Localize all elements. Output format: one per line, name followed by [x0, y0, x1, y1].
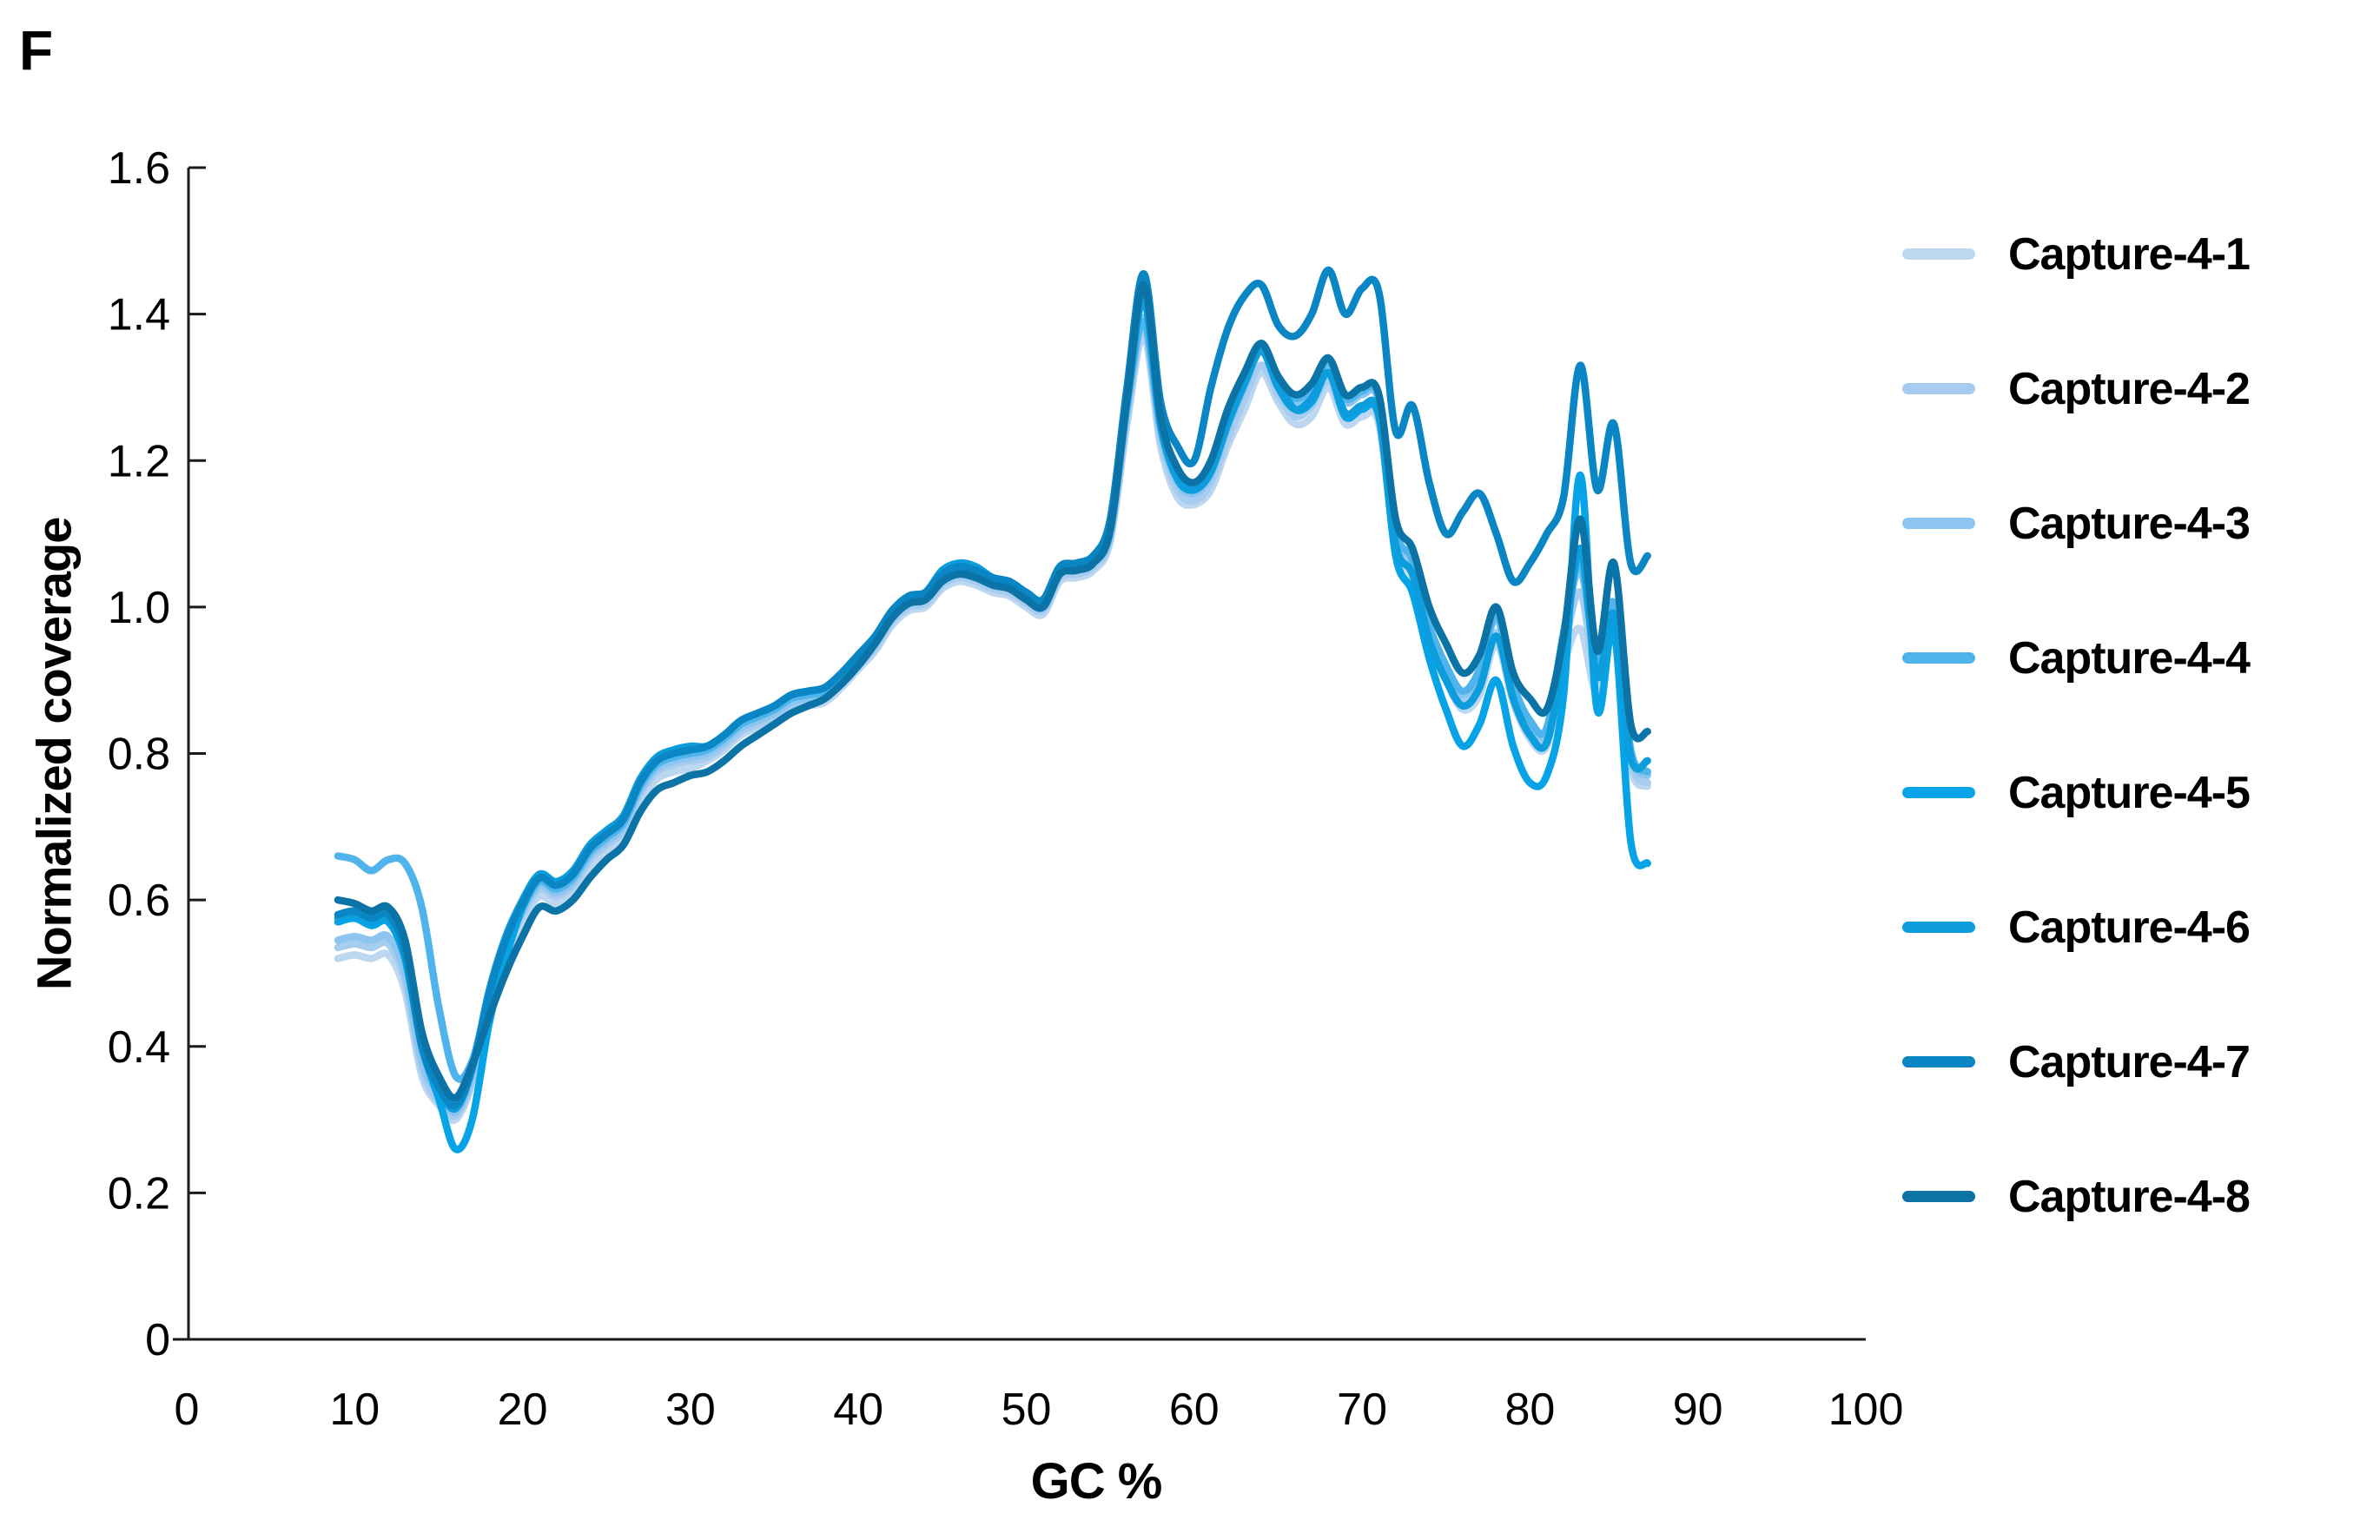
x-tick-label: 10 [329, 1385, 380, 1435]
y-tick-label: 1.6 [108, 143, 170, 194]
y-tick-label: 0.4 [108, 1022, 170, 1073]
legend-label: Capture-4-6 [2008, 902, 2251, 953]
x-tick-label: 50 [1002, 1385, 1052, 1435]
legend-item: Capture-4-3 [1902, 456, 2251, 591]
legend-label: Capture-4-5 [2008, 767, 2251, 818]
legend-label: Capture-4-4 [2008, 632, 2251, 684]
legend-label: Capture-4-3 [2008, 498, 2251, 549]
legend-item: Capture-4-5 [1902, 725, 2251, 860]
x-tick-label: 0 [175, 1385, 200, 1435]
legend-item: Capture-4-7 [1902, 995, 2251, 1129]
x-tick-label: 90 [1673, 1385, 1723, 1435]
legend-item: Capture-4-6 [1902, 860, 2251, 995]
x-tick-label: 40 [833, 1385, 883, 1435]
series-line-capture-4-8 [334, 281, 1651, 1102]
series-line-capture-4-6 [334, 295, 1651, 1114]
y-tick-label: 0.6 [108, 876, 170, 926]
legend-swatch [1902, 787, 1975, 798]
legend: Capture-4-1 Capture-4-2 Capture-4-3 Capture… [1902, 187, 2251, 1264]
y-tick-label: 0 [145, 1315, 170, 1365]
x-tick-label: 30 [665, 1385, 716, 1435]
x-tick-label: 80 [1504, 1385, 1555, 1435]
y-tick-label: 1.0 [108, 583, 170, 633]
x-tick-label: 20 [498, 1385, 548, 1435]
x-axis-title: GC % [1030, 1453, 1163, 1510]
y-tick-label: 0.8 [108, 730, 170, 780]
legend-swatch [1902, 1191, 1975, 1202]
y-tick-label: 1.2 [108, 436, 170, 486]
x-tick-label: 70 [1337, 1385, 1387, 1435]
legend-item: Capture-4-4 [1902, 591, 2251, 725]
legend-label: Capture-4-1 [2008, 228, 2251, 280]
legend-swatch [1902, 248, 1975, 260]
legend-label: Capture-4-8 [2008, 1171, 2251, 1222]
y-tick-label: 1.4 [108, 290, 170, 340]
y-axis-title: Normalized coverage [26, 517, 82, 990]
x-tick-label: 100 [1828, 1385, 1904, 1435]
series-line-capture-4-4 [334, 317, 1651, 1083]
legend-item: Capture-4-2 [1902, 321, 2251, 456]
legend-swatch [1902, 518, 1975, 529]
legend-label: Capture-4-7 [2008, 1036, 2251, 1087]
legend-item: Capture-4-1 [1902, 187, 2251, 321]
legend-swatch [1902, 1056, 1975, 1067]
legend-item: Capture-4-8 [1902, 1129, 2251, 1264]
legend-swatch [1902, 383, 1975, 394]
legend-swatch [1902, 652, 1975, 664]
series-line-capture-4-7 [334, 266, 1651, 1109]
panel-label: F [19, 19, 54, 82]
y-tick-label: 0.2 [108, 1168, 170, 1219]
axis-lines [187, 168, 1866, 1341]
series-line-capture-4-5 [334, 295, 1651, 1153]
x-tick-label: 60 [1169, 1385, 1220, 1435]
legend-label: Capture-4-2 [2008, 363, 2251, 414]
legend-swatch [1902, 922, 1975, 933]
